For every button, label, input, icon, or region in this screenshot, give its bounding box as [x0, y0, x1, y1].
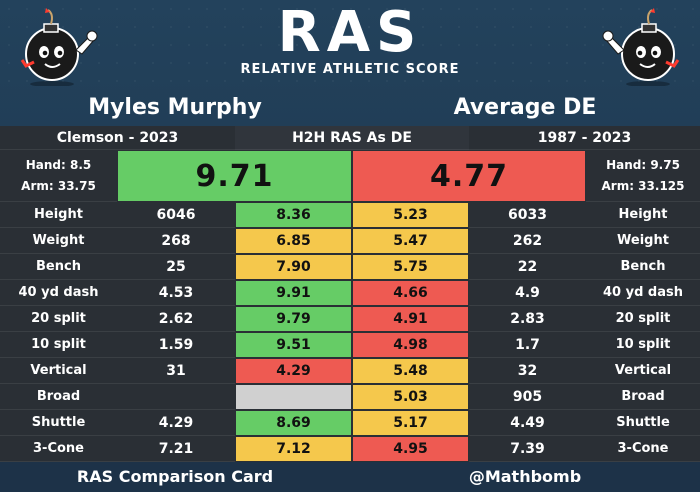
right-raw-value: 262 — [469, 228, 586, 254]
right-metric-score: 5.03 — [352, 384, 469, 410]
metric-row: 10 split 1.59 9.51 4.98 1.7 10 split — [0, 332, 700, 358]
right-raw-value: 7.39 — [469, 436, 586, 462]
left-metric-score: 9.91 — [235, 280, 352, 306]
left-raw-value — [117, 384, 235, 410]
footer: RAS Comparison Card @Mathbomb — [0, 462, 700, 492]
metric-label: 40 yd dash — [0, 280, 117, 306]
left-metric-score: 6.85 — [235, 228, 352, 254]
metric-label-right: Weight — [586, 228, 700, 254]
metric-label: Broad — [0, 384, 117, 410]
metric-label: 3-Cone — [0, 436, 117, 462]
right-raw-value: 1.7 — [469, 332, 586, 358]
metric-label-right: 20 split — [586, 306, 700, 332]
ras-subtitle: RELATIVE ATHLETIC SCORE — [240, 62, 460, 77]
metric-label-right: Bench — [586, 254, 700, 280]
right-raw-value: 6033 — [469, 202, 586, 228]
left-school-year: Clemson - 2023 — [0, 126, 235, 150]
right-year-range: 1987 - 2023 — [469, 126, 700, 150]
right-metric-score: 5.75 — [352, 254, 469, 280]
metric-label-right: 3-Cone — [586, 436, 700, 462]
right-raw-value: 4.49 — [469, 410, 586, 436]
left-raw-value: 25 — [117, 254, 235, 280]
metric-label-right: 40 yd dash — [586, 280, 700, 306]
footer-title: RAS Comparison Card — [76, 467, 274, 486]
right-ras-score: 4.77 — [352, 150, 586, 202]
left-metric-score — [235, 384, 352, 410]
right-metric-score: 5.48 — [352, 358, 469, 384]
metric-row: 40 yd dash 4.53 9.91 4.66 4.9 40 yd dash — [0, 280, 700, 306]
right-metric-score: 4.66 — [352, 280, 469, 306]
right-raw-value: 4.9 — [469, 280, 586, 306]
right-metric-score: 5.23 — [352, 202, 469, 228]
right-measurements: Hand: 9.75 Arm: 33.125 — [586, 150, 700, 202]
left-measurements: Hand: 8.5 Arm: 33.75 — [0, 150, 117, 202]
left-raw-value: 4.53 — [117, 280, 235, 306]
subheader-row: Clemson - 2023 H2H RAS As DE 1987 - 2023 — [0, 126, 700, 150]
right-raw-value: 2.83 — [469, 306, 586, 332]
header-pattern — [0, 0, 700, 92]
footer-handle: @Mathbomb — [468, 467, 582, 486]
left-metric-score: 9.51 — [235, 332, 352, 358]
metric-row: Bench 25 7.90 5.75 22 Bench — [0, 254, 700, 280]
right-raw-value: 22 — [469, 254, 586, 280]
metric-label: Shuttle — [0, 410, 117, 436]
metric-label-right: 10 split — [586, 332, 700, 358]
metric-label-right: Broad — [586, 384, 700, 410]
metric-label: 20 split — [0, 306, 117, 332]
right-metric-score: 4.91 — [352, 306, 469, 332]
metric-label: Height — [0, 202, 117, 228]
left-raw-value: 31 — [117, 358, 235, 384]
metric-label-right: Vertical — [586, 358, 700, 384]
right-metric-score: 4.98 — [352, 332, 469, 358]
right-metric-score: 5.47 — [352, 228, 469, 254]
left-hand-size: Hand: 8.5 — [25, 157, 92, 172]
left-metric-score: 7.90 — [235, 254, 352, 280]
metric-row: Weight 268 6.85 5.47 262 Weight — [0, 228, 700, 254]
metric-row: Height 6046 8.36 5.23 6033 Height — [0, 202, 700, 228]
left-metric-score: 8.69 — [235, 410, 352, 436]
metric-row: Shuttle 4.29 8.69 5.17 4.49 Shuttle — [0, 410, 700, 436]
left-player-name: Myles Murphy — [88, 95, 262, 120]
right-hand-size: Hand: 9.75 — [606, 157, 680, 172]
ras-score-row: Hand: 8.5 Arm: 33.75 9.71 4.77 Hand: 9.7… — [0, 150, 700, 202]
left-raw-value: 6046 — [117, 202, 235, 228]
h2h-label: H2H RAS As DE — [235, 126, 469, 150]
right-player-name: Average DE — [453, 95, 597, 120]
metric-label: Weight — [0, 228, 117, 254]
metric-label: Bench — [0, 254, 117, 280]
left-raw-value: 1.59 — [117, 332, 235, 358]
metric-label-right: Height — [586, 202, 700, 228]
bomb-mascot-icon — [20, 8, 98, 86]
ras-logo: RAS — [277, 0, 423, 65]
right-metric-score: 4.95 — [352, 436, 469, 462]
metric-row: 3-Cone 7.21 7.12 4.95 7.39 3-Cone — [0, 436, 700, 462]
left-metric-score: 4.29 — [235, 358, 352, 384]
left-metric-score: 7.12 — [235, 436, 352, 462]
bomb-mascot-icon — [602, 8, 680, 86]
left-raw-value: 7.21 — [117, 436, 235, 462]
right-raw-value: 905 — [469, 384, 586, 410]
metric-label: 10 split — [0, 332, 117, 358]
player-names: Myles Murphy Average DE — [0, 90, 700, 126]
metric-row: Vertical 31 4.29 5.48 32 Vertical — [0, 358, 700, 384]
left-ras-score: 9.71 — [117, 150, 352, 202]
metric-label-right: Shuttle — [586, 410, 700, 436]
left-raw-value: 2.62 — [117, 306, 235, 332]
left-raw-value: 4.29 — [117, 410, 235, 436]
left-metric-score: 9.79 — [235, 306, 352, 332]
left-metric-score: 8.36 — [235, 202, 352, 228]
left-arm-length: Arm: 33.75 — [21, 179, 96, 194]
metric-label: Vertical — [0, 358, 117, 384]
right-raw-value: 32 — [469, 358, 586, 384]
metric-row: 20 split 2.62 9.79 4.91 2.83 20 split — [0, 306, 700, 332]
left-raw-value: 268 — [117, 228, 235, 254]
metric-row: Broad 5.03 905 Broad — [0, 384, 700, 410]
right-arm-length: Arm: 33.125 — [601, 179, 685, 194]
right-metric-score: 5.17 — [352, 410, 469, 436]
